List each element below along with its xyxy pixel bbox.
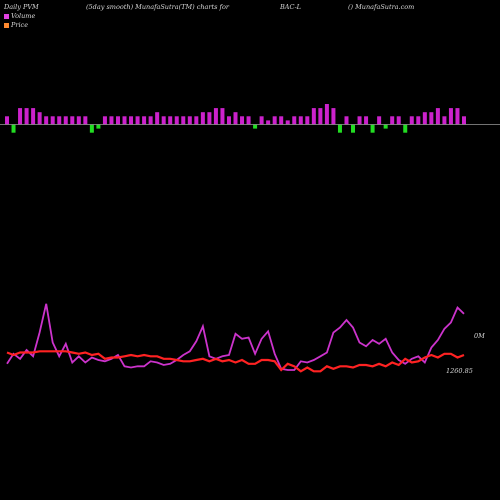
legend-price-label: Price	[11, 21, 29, 29]
volume-value-label: 0M	[474, 332, 485, 340]
volume-series-line	[6, 303, 465, 371]
volume-bar	[266, 120, 271, 125]
volume-bar	[292, 116, 297, 125]
chart-title-left: Daily PVM	[4, 3, 39, 11]
volume-bar	[50, 116, 55, 125]
chart-symbol: BAC-L	[280, 3, 301, 11]
volume-bar	[351, 124, 356, 133]
volume-bar	[220, 108, 225, 125]
volume-bar	[187, 116, 192, 125]
volume-bar	[442, 116, 447, 125]
volume-bar	[357, 116, 362, 125]
volume-bar	[207, 112, 212, 125]
volume-bar	[135, 116, 140, 125]
volume-bar	[240, 116, 245, 125]
volume-bar	[318, 108, 323, 125]
volume-bar	[246, 116, 251, 125]
volume-bar	[174, 116, 179, 125]
volume-bar	[24, 108, 29, 125]
volume-bar	[390, 116, 395, 125]
volume-bar	[364, 116, 369, 125]
volume-bar	[161, 116, 166, 125]
legend-price: Price	[4, 21, 28, 29]
volume-bar	[89, 124, 94, 133]
volume-bar	[279, 116, 284, 125]
volume-bar	[324, 104, 329, 125]
volume-bar	[213, 108, 218, 125]
volume-bar	[253, 124, 258, 129]
volume-bar	[396, 116, 401, 125]
volume-bar	[429, 112, 434, 125]
volume-bar	[455, 108, 460, 125]
volume-bar	[57, 116, 62, 125]
legend-price-swatch	[4, 23, 9, 28]
volume-bar	[344, 116, 349, 125]
volume-bar	[409, 116, 414, 125]
volume-bar	[383, 124, 388, 129]
volume-bar	[37, 112, 42, 125]
chart-title-center: (5day smooth) MunafaSutra(TM) charts for	[86, 3, 229, 11]
volume-bar	[200, 112, 205, 125]
volume-bar	[18, 108, 23, 125]
volume-bar	[311, 108, 316, 125]
volume-bar	[416, 116, 421, 125]
volume-bar	[31, 108, 36, 125]
volume-bar	[285, 120, 290, 125]
chart-source: () MunafaSutra.com	[348, 3, 415, 11]
volume-bar	[181, 116, 186, 125]
volume-bar	[272, 116, 277, 125]
volume-bar	[168, 116, 173, 125]
volume-bar	[148, 116, 153, 125]
price-value-label: 1260.85	[446, 367, 473, 375]
volume-bar	[259, 116, 264, 125]
volume-bar	[5, 116, 9, 125]
volume-bar	[305, 116, 310, 125]
volume-bar	[226, 116, 231, 125]
volume-bar	[115, 116, 120, 125]
volume-bars	[5, 104, 466, 133]
volume-bar	[11, 124, 16, 133]
volume-bar	[377, 116, 382, 125]
volume-bar	[63, 116, 68, 125]
volume-bar	[298, 116, 303, 125]
volume-bar	[76, 116, 81, 125]
volume-bar	[233, 112, 238, 125]
legend-volume: Volume	[4, 12, 35, 20]
volume-bar	[370, 124, 375, 133]
volume-bar	[142, 116, 147, 125]
legend-volume-label: Volume	[11, 12, 36, 20]
volume-bar	[194, 116, 199, 125]
volume-bar	[403, 124, 408, 133]
volume-bar	[155, 112, 160, 125]
volume-bar	[448, 108, 453, 125]
volume-bar	[70, 116, 75, 125]
legend-volume-swatch	[4, 14, 9, 19]
volume-bar	[44, 116, 49, 125]
volume-bar	[462, 116, 466, 125]
volume-bar	[422, 112, 427, 125]
price-series-line	[6, 350, 465, 373]
volume-bar	[435, 108, 440, 125]
volume-bar	[337, 124, 342, 133]
volume-bar	[102, 116, 107, 125]
volume-bar	[122, 116, 127, 125]
volume-bar	[129, 116, 134, 125]
volume-bar	[96, 124, 101, 129]
volume-bar	[109, 116, 114, 125]
volume-bar	[83, 116, 88, 125]
volume-bar	[331, 108, 336, 125]
